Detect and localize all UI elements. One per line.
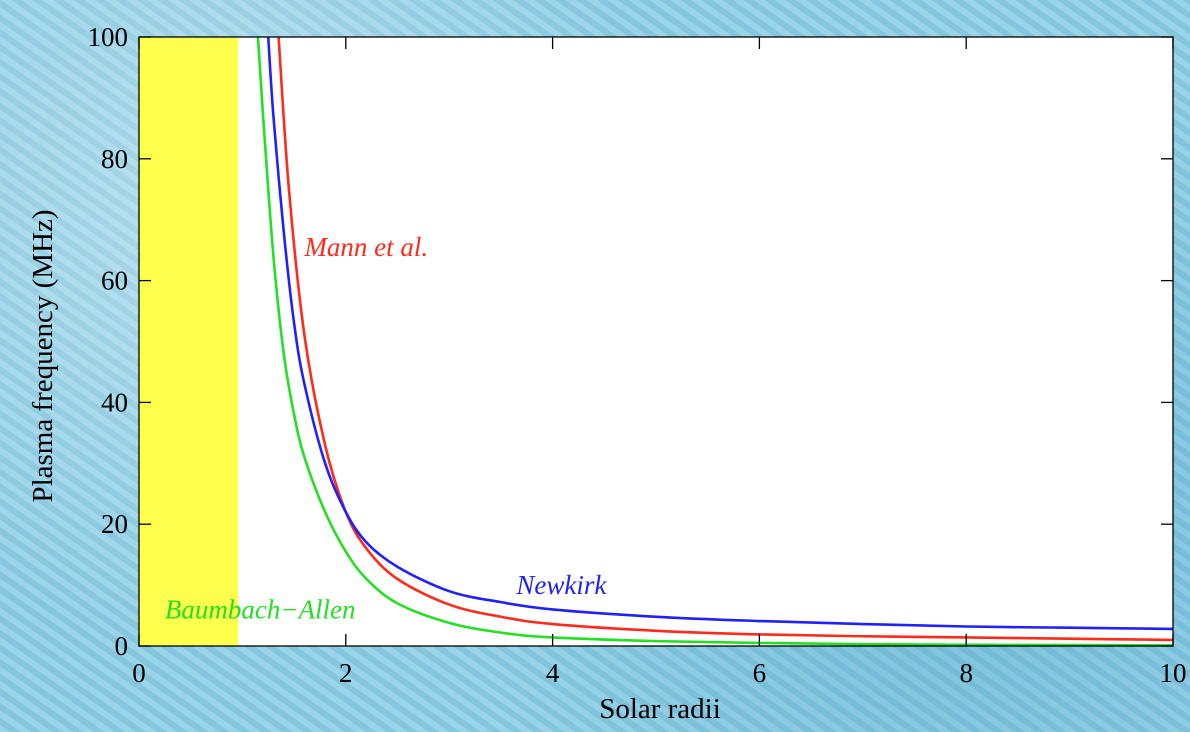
y-tick-label-1: 20 bbox=[101, 509, 128, 539]
series-annotation-0: Mann et al. bbox=[303, 232, 428, 262]
series-line-0 bbox=[277, 37, 1173, 642]
x-tick-label-0: 0 bbox=[132, 658, 146, 688]
plot-frame bbox=[138, 36, 1174, 647]
y-tick-label-2: 40 bbox=[101, 387, 128, 417]
x-tick-label-4: 8 bbox=[959, 658, 973, 688]
y-axis-title: Plasma frequency (MHz) bbox=[27, 209, 59, 502]
y-tick-label-5: 100 bbox=[88, 22, 129, 52]
plot-area bbox=[139, 37, 1173, 646]
x-axis-title: Solar radii bbox=[599, 693, 721, 725]
series-line-1 bbox=[266, 37, 1173, 631]
sun-region-shading bbox=[139, 37, 239, 646]
y-tick-label-4: 80 bbox=[101, 144, 128, 174]
series-annotation-2: Baumbach−Allen bbox=[165, 595, 356, 625]
series-line-2 bbox=[256, 37, 1173, 646]
series-annotation-1: Newkirk bbox=[515, 570, 607, 600]
x-tick-label-2: 4 bbox=[546, 658, 560, 688]
x-tick-label-3: 6 bbox=[753, 658, 767, 688]
x-tick-label-1: 2 bbox=[339, 658, 353, 688]
y-tick-label-3: 60 bbox=[101, 266, 128, 296]
y-tick-label-0: 0 bbox=[115, 631, 129, 661]
x-tick-label-5: 10 bbox=[1160, 658, 1187, 688]
